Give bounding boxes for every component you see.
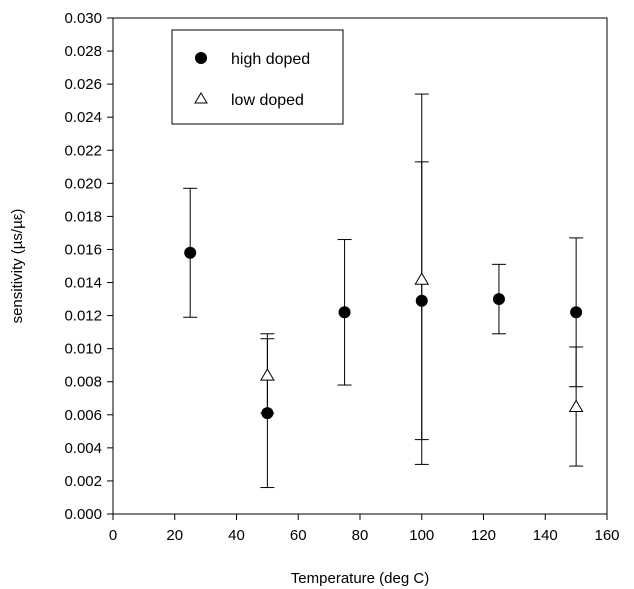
- x-tick-label: 20: [166, 527, 183, 544]
- y-tick-label: 0.000: [64, 506, 102, 523]
- data-point-low-doped: [568, 399, 584, 413]
- data-point-low-doped: [259, 368, 275, 381]
- y-tick-label: 0.022: [64, 142, 102, 159]
- data-point-high-doped: [184, 246, 197, 259]
- legend-marker-low-doped: [194, 92, 208, 104]
- axis-ticks: 0 20 40 60 80 100 120 140 160 0.000 0.002 0.004 0.00…: [64, 10, 619, 544]
- data-point-high-doped: [570, 306, 583, 319]
- x-tick-label: 160: [594, 527, 619, 544]
- y-tick-label: 0.024: [64, 109, 102, 126]
- x-tick-label: 40: [228, 527, 245, 544]
- y-tick-label: 0.018: [64, 208, 102, 225]
- data-point-high-doped: [338, 306, 351, 319]
- legend-marker-high-doped: [195, 52, 207, 64]
- legend: high doped low doped: [171, 29, 344, 125]
- data-point-high-doped: [261, 407, 274, 420]
- y-tick-label: 0.012: [64, 308, 102, 325]
- y-tick-label: 0.020: [64, 175, 102, 192]
- x-tick-label: 80: [352, 527, 369, 544]
- error-bars: [183, 93, 584, 489]
- y-tick-label: 0.008: [64, 374, 102, 391]
- legend-label-high-doped: high doped: [231, 51, 310, 68]
- y-tick-label: 0.030: [64, 10, 102, 27]
- y-tick-label: 0.026: [64, 76, 102, 93]
- y-tick-label: 0.002: [64, 473, 102, 490]
- data-point-high-doped: [492, 293, 505, 306]
- x-tick-label: 60: [290, 527, 307, 544]
- y-tick-label: 0.014: [64, 275, 102, 292]
- x-tick-label: 0: [109, 527, 117, 544]
- data-markers: [184, 246, 584, 420]
- data-point-low-doped: [414, 272, 430, 285]
- y-tick-label: 0.010: [64, 341, 102, 358]
- x-tick-label: 100: [409, 527, 434, 544]
- x-tick-label: 120: [471, 527, 496, 544]
- legend-box: [171, 29, 344, 125]
- data-point-high-doped: [415, 294, 428, 307]
- legend-label-low-doped: low doped: [231, 92, 304, 109]
- y-axis-title: sensitivity (µs/µε): [9, 209, 26, 324]
- y-tick-label: 0.016: [64, 241, 102, 258]
- x-tick-label: 140: [533, 527, 558, 544]
- x-axis-title: Temperature (deg C): [291, 570, 429, 587]
- y-tick-label: 0.028: [64, 43, 102, 60]
- y-tick-label: 0.006: [64, 407, 102, 424]
- y-tick-label: 0.004: [64, 440, 102, 457]
